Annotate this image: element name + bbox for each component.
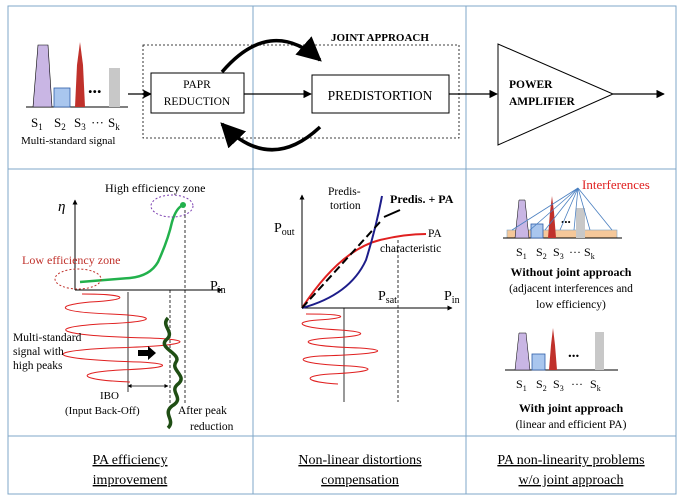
with-ellipsis: ... <box>568 345 580 361</box>
with-labels: S1 S2 S3 ··· Sk <box>516 377 601 393</box>
pa-characteristic-curve <box>301 233 427 309</box>
ms-signal-line1: Multi-standard <box>13 332 82 344</box>
power-label-line2: AMPLIFIER <box>509 96 576 108</box>
multistandard-signal-waveform <box>62 293 181 383</box>
with-s3: S3 <box>553 377 564 393</box>
reduced-peak-waveform <box>162 316 183 430</box>
ibo-long-label: (Input Back-Off) <box>65 405 140 417</box>
low-efficiency-label: Low efficiency zone <box>22 253 120 267</box>
without-s1: S1 <box>516 245 527 261</box>
efficiency-peak-dot <box>180 202 186 208</box>
signal-caption: Multi-standard signal <box>21 135 115 147</box>
without-title: Without joint approach <box>511 265 632 279</box>
lavender-band <box>32 44 53 108</box>
nonlinear-panel: Pout Pin Psat Predis- tortion Predis. + … <box>274 186 460 402</box>
signal-dots: ··· <box>91 115 104 130</box>
ms-signal-line3: high peaks <box>13 360 63 372</box>
pa-char-line2: characteristic <box>380 243 441 255</box>
signal-ellipsis: ... <box>88 77 102 97</box>
eta-label: η <box>58 199 65 215</box>
predis-label-line2: tortion <box>330 200 361 212</box>
linearized-tail <box>383 209 401 218</box>
red-band <box>75 42 85 107</box>
signal-label-s2: S2 <box>54 115 66 132</box>
papr-reduction-box <box>150 72 245 114</box>
with-blue <box>531 353 546 371</box>
without-red <box>548 196 556 238</box>
peak-reduction-arrow-icon <box>138 346 156 360</box>
without-s3: S3 <box>553 245 564 261</box>
caption-joint-line2: w/o joint approach <box>519 473 624 488</box>
caption-efficiency-line2: improvement <box>93 473 168 488</box>
joint-panel: Interferences ... S1 S2 S3 ··· Sk Withou… <box>503 177 650 431</box>
after-reduction-line2: reduction <box>190 421 234 433</box>
pa-char-line1: PA <box>428 228 442 240</box>
predis-label-line1: Predis- <box>328 186 361 198</box>
pin-label: Pin <box>210 279 226 296</box>
pout-label: Pout <box>274 221 295 238</box>
without-desc-line2: low efficiency) <box>536 299 606 311</box>
efficiency-curve <box>79 203 184 284</box>
caption-efficiency-line1: PA efficiency <box>92 453 167 468</box>
without-sk: Sk <box>584 245 595 261</box>
without-ellipsis: ... <box>561 211 571 226</box>
without-grey <box>576 208 585 238</box>
with-s1: S1 <box>516 377 527 393</box>
without-desc-line1: (adjacent interferences and <box>509 283 633 295</box>
caption-nonlinear-line1: Non-linear distortions <box>298 453 421 468</box>
without-lavender <box>514 199 530 239</box>
with-dots: ··· <box>571 377 583 391</box>
feedback-arrow-top <box>220 36 322 74</box>
interference-lines <box>511 187 613 231</box>
without-dots: ··· <box>569 245 581 259</box>
papr-label-line2: REDUCTION <box>164 96 231 108</box>
low-efficiency-ellipse <box>54 268 102 290</box>
with-red <box>549 328 557 370</box>
power-label-line1: POWER <box>509 79 553 91</box>
without-labels: S1 S2 S3 ··· Sk <box>516 245 595 261</box>
papr-label-line1: PAPR <box>183 79 211 91</box>
signal-label-s1: S1 <box>31 115 43 132</box>
with-grey <box>595 332 604 370</box>
predistortion-curve <box>301 195 383 309</box>
psat-label: Psat <box>378 289 397 306</box>
caption-nonlinear-line2: compensation <box>321 473 399 488</box>
pin-label-nl: Pin <box>444 289 460 306</box>
caption-joint-line1: PA non-linearity problems <box>497 453 644 468</box>
interferences-label: Interferences <box>582 177 650 192</box>
with-desc-line1: (linear and efficient PA) <box>516 419 627 431</box>
high-efficiency-label: High efficiency zone <box>105 181 205 195</box>
blue-band <box>53 87 71 108</box>
efficiency-panel: η Pin High efficiency zone Low efficienc… <box>13 181 234 433</box>
nl-input-waveform <box>301 313 379 385</box>
grey-band <box>109 68 120 107</box>
predistortion-label: PREDISTORTION <box>328 88 433 103</box>
multistandard-signal-icon <box>26 42 128 108</box>
linearized-curve <box>301 221 381 309</box>
with-sk: Sk <box>590 377 601 393</box>
ms-signal-line2: signal with <box>13 346 64 358</box>
signal-labels: S1 S2 S3 ··· Sk <box>31 115 120 132</box>
signal-label-sk: Sk <box>108 115 120 132</box>
predis-pa-label: Predis. + PA <box>390 192 454 206</box>
high-efficiency-ellipse <box>150 194 194 218</box>
ibo-label: IBO <box>100 390 119 402</box>
after-reduction-line1: After peak <box>178 405 227 417</box>
without-blue <box>530 223 544 239</box>
without-s2: S2 <box>536 245 547 261</box>
feedback-arrow-bottom <box>220 122 322 152</box>
power-amplifier-triangle <box>497 43 615 146</box>
signal-label-s3: S3 <box>74 115 86 132</box>
frame-grid <box>7 5 677 495</box>
with-title: With joint approach <box>519 401 624 415</box>
with-lavender <box>514 332 531 371</box>
with-s2: S2 <box>536 377 547 393</box>
joint-approach-label: JOINT APPROACH <box>331 32 429 44</box>
